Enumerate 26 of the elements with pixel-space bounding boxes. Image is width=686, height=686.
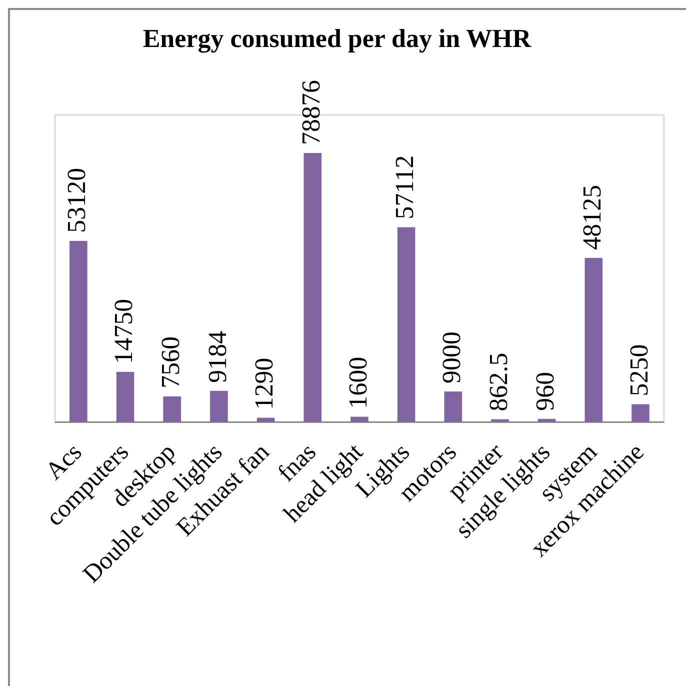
bar <box>350 416 368 422</box>
bar <box>116 372 134 422</box>
chart-title: Energy consumed per day in WHR <box>142 23 532 55</box>
bar <box>538 418 556 422</box>
bar <box>397 227 416 422</box>
bar <box>444 391 462 422</box>
data-label: 5250 <box>624 344 654 396</box>
data-label: 1290 <box>250 358 279 410</box>
bar <box>632 404 650 422</box>
data-label: 48125 <box>577 184 606 250</box>
data-label: 9184 <box>202 330 232 383</box>
bar <box>163 396 181 422</box>
data-label: 862.5 <box>484 352 513 412</box>
bar <box>70 240 88 422</box>
data-label: 1600 <box>343 356 372 409</box>
bar <box>491 419 509 422</box>
data-label: 53120 <box>62 168 92 233</box>
data-label: 9000 <box>436 331 466 384</box>
data-label: 7560 <box>156 336 185 388</box>
bar <box>304 152 322 422</box>
data-label: 14750 <box>109 298 138 364</box>
bar <box>210 390 228 422</box>
data-label: 78876 <box>296 80 326 145</box>
bar <box>584 258 603 422</box>
data-label: 960 <box>530 372 560 411</box>
data-label: 57112 <box>390 155 420 220</box>
